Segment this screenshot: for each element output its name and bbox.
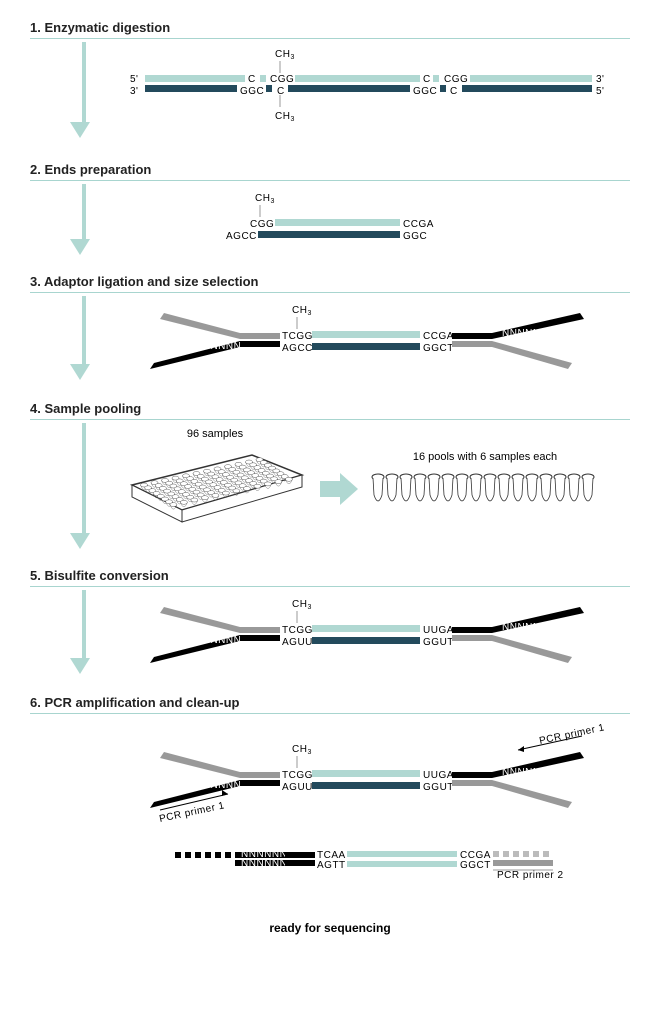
svg-text:CGG: CGG: [250, 219, 274, 230]
svg-text:C: C: [450, 86, 458, 97]
arrow-icon: [78, 423, 92, 543]
svg-text:GGC: GGC: [240, 86, 264, 97]
step-4: 4. Sample pooling 96 samples: [30, 401, 630, 558]
step-6: 6. PCR amplification and clean-up CH3 NN…: [30, 695, 630, 922]
svg-text:CCGA: CCGA: [403, 219, 434, 230]
svg-text:TCGG: TCGG: [282, 331, 313, 342]
step-5-title: 5. Bisulfite conversion: [30, 568, 630, 587]
svg-text:NNNNNN: NNNNNN: [241, 858, 287, 869]
step-5: 5. Bisulfite conversion CH3 NNNNNN TCGG …: [30, 568, 630, 685]
svg-text:AGCC: AGCC: [282, 343, 313, 354]
svg-text:NNNNNN: NNNNNN: [502, 328, 548, 339]
samples-label: 96 samples: [120, 428, 310, 440]
svg-text:CH3: CH3: [292, 599, 312, 611]
svg-text:CCGA: CCGA: [423, 331, 454, 342]
svg-text:C: C: [423, 74, 431, 85]
svg-text:NNNNNN: NNNNNN: [195, 780, 241, 791]
svg-text:AGUU: AGUU: [282, 637, 313, 648]
step1-diagram: CH3 5' 3' C CGG C CGG 3' GGC C GGC C: [130, 47, 610, 137]
svg-text:GGUT: GGUT: [423, 782, 454, 793]
step-1-title: 1. Enzymatic digestion: [30, 20, 630, 39]
svg-text:AGTT: AGTT: [317, 860, 346, 871]
step2-diagram: CH3 CGG CCGA AGCC GGC: [210, 189, 510, 254]
arrow-icon: [78, 42, 92, 132]
svg-text:NNNNNN: NNNNNN: [195, 341, 241, 352]
step-1: 1. Enzymatic digestion CH3 5' 3' C CGG C…: [30, 20, 630, 152]
svg-text:CH3: CH3: [255, 193, 275, 205]
arrow-icon: [78, 296, 92, 374]
step-2-title: 2. Ends preparation: [30, 162, 630, 181]
svg-text:NNNNNN: NNNNNN: [195, 635, 241, 646]
svg-text:GGC: GGC: [413, 86, 437, 97]
svg-text:GGC: GGC: [403, 231, 427, 242]
svg-text:GGCT: GGCT: [460, 860, 491, 871]
step-3: 3. Adaptor ligation and size selection C…: [30, 274, 630, 391]
svg-text:3': 3': [130, 86, 138, 97]
svg-text:3': 3': [596, 74, 604, 85]
arrow-right-icon: [320, 469, 360, 509]
svg-text:TCGG: TCGG: [282, 770, 313, 781]
svg-text:CGG: CGG: [270, 74, 294, 85]
svg-text:CGG: CGG: [444, 74, 468, 85]
svg-text:AGUU: AGUU: [282, 782, 313, 793]
svg-text:GGUT: GGUT: [423, 637, 454, 648]
svg-text:PCR primer 1: PCR primer 1: [158, 800, 225, 825]
step-2: 2. Ends preparation CH3 CGG CCGA AGCC GG…: [30, 162, 630, 264]
svg-text:CH3: CH3: [275, 49, 295, 61]
svg-text:NNNNNN: NNNNNN: [502, 767, 548, 778]
arrow-icon: [78, 184, 92, 249]
plate-96-icon: [120, 440, 310, 545]
svg-text:CH3: CH3: [292, 305, 312, 317]
svg-text:C: C: [277, 86, 285, 97]
svg-text:CH3: CH3: [275, 111, 295, 123]
step-6-title: 6. PCR amplification and clean-up: [30, 695, 630, 714]
svg-text:TCGG: TCGG: [282, 625, 313, 636]
step6-diagram: CH3 NNNNNN TCGG UUGA AGUU GGUT NNNNNN: [110, 722, 630, 912]
arrow-icon: [78, 590, 92, 668]
svg-text:NNNNNN: NNNNNN: [502, 622, 548, 633]
svg-text:CH3: CH3: [292, 744, 312, 756]
svg-text:C: C: [248, 74, 256, 85]
ready-label: ready for sequencing: [30, 921, 630, 935]
step-3-title: 3. Adaptor ligation and size selection: [30, 274, 630, 293]
svg-text:5': 5': [596, 86, 604, 97]
svg-text:GGCT: GGCT: [423, 343, 454, 354]
step-4-title: 4. Sample pooling: [30, 401, 630, 420]
step3-diagram: CH3 NNNNNN TCGG CCGA AGCC GGCT NNNNNN: [120, 301, 620, 386]
svg-text:5': 5': [130, 74, 138, 85]
step5-diagram: CH3 NNNNNN TCGG UUGA AGUU GGUT NNNNNN: [120, 595, 620, 680]
pools-label: 16 pools with 6 samples each: [370, 451, 600, 463]
svg-text:AGCC: AGCC: [226, 231, 257, 242]
svg-text:UUGA: UUGA: [423, 770, 454, 781]
svg-text:PCR primer 2: PCR primer 2: [497, 870, 564, 881]
tube-strip-icon: [370, 463, 600, 523]
svg-text:UUGA: UUGA: [423, 625, 454, 636]
